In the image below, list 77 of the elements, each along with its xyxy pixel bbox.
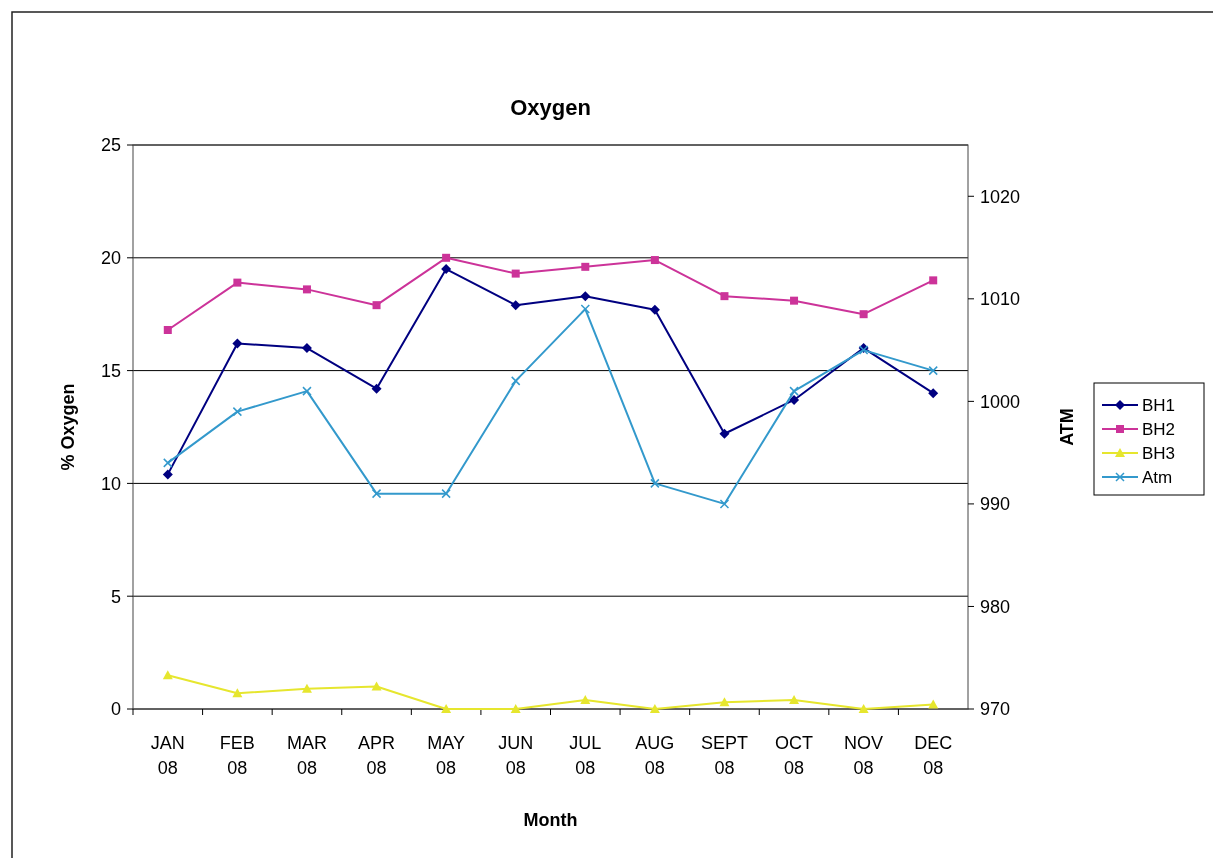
point	[929, 276, 938, 285]
y-tick-label: 10	[100, 473, 121, 494]
y2-tick-label: 970	[980, 699, 1011, 720]
point	[581, 262, 590, 271]
x-tick-label: MAR 08	[286, 733, 327, 778]
point	[858, 704, 869, 713]
point	[719, 428, 730, 439]
y-tick-label: 25	[100, 135, 121, 156]
point	[233, 278, 242, 287]
y-tick-label: 5	[110, 586, 121, 607]
point	[649, 304, 660, 315]
legend-label: Atm	[1142, 467, 1173, 487]
point	[162, 670, 173, 680]
point	[301, 683, 312, 693]
x-axis-title: Month	[523, 810, 578, 830]
y2-tick-label: 990	[980, 494, 1011, 515]
point	[371, 681, 382, 691]
point	[511, 269, 520, 278]
point	[302, 386, 312, 396]
x-tick-label: OCT 08	[775, 733, 814, 778]
point	[371, 383, 382, 394]
x-tick-label: AUG 08	[635, 733, 675, 778]
y2-axis-title: ATM	[1057, 408, 1077, 446]
x-tick-label: FEB 08	[219, 733, 255, 778]
point	[442, 253, 451, 262]
x-tick-label: JUL 08	[569, 733, 602, 778]
point	[163, 458, 173, 468]
legend-label: BH1	[1142, 395, 1176, 415]
point	[580, 694, 591, 704]
point	[650, 256, 659, 265]
point	[928, 365, 938, 376]
point	[162, 469, 173, 480]
point	[790, 296, 799, 305]
x-tick-label: DEC 08	[914, 733, 953, 778]
x-tick-label: MAY 08	[427, 733, 465, 778]
point	[859, 310, 868, 319]
y-tick-label: 20	[100, 248, 121, 269]
point	[302, 285, 311, 294]
point	[580, 304, 591, 314]
y2-tick-label: 1010	[980, 289, 1021, 310]
point	[441, 264, 452, 275]
point	[510, 300, 521, 311]
y-axis-title: % Oxygen	[58, 383, 78, 471]
point	[789, 394, 800, 405]
x-tick-label: NOV 08	[844, 733, 884, 778]
y2-tick-label: 1020	[980, 186, 1021, 207]
y-tick-label: 0	[110, 699, 121, 720]
point	[580, 291, 591, 302]
x-tick-label: JAN 08	[150, 733, 185, 778]
x-tick-label: APR 08	[358, 733, 396, 778]
point	[720, 292, 729, 301]
point	[789, 694, 800, 704]
x-tick-label: JUN 08	[498, 733, 534, 778]
legend-label: BH3	[1142, 443, 1176, 463]
point	[441, 704, 452, 713]
point	[510, 376, 521, 386]
point	[789, 386, 799, 396]
point	[371, 488, 382, 499]
point	[719, 499, 730, 509]
point	[232, 338, 243, 349]
x-tick-label: SEPT 08	[700, 733, 748, 778]
y2-tick-label: 1000	[980, 391, 1021, 412]
point	[719, 697, 730, 707]
point	[649, 704, 660, 713]
point	[928, 388, 939, 399]
point	[232, 406, 243, 417]
point	[372, 301, 381, 310]
legend-label: BH2	[1142, 419, 1176, 439]
point	[441, 488, 451, 499]
point	[301, 343, 312, 354]
point	[650, 478, 660, 489]
point	[163, 325, 172, 334]
y-tick-label: 15	[100, 360, 121, 381]
point	[232, 688, 243, 698]
chart-title: Oxygen	[510, 95, 591, 120]
y2-tick-label: 980	[980, 596, 1011, 617]
point	[510, 704, 521, 713]
